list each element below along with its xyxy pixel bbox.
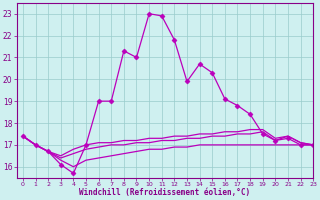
X-axis label: Windchill (Refroidissement éolien,°C): Windchill (Refroidissement éolien,°C) — [79, 188, 251, 197]
